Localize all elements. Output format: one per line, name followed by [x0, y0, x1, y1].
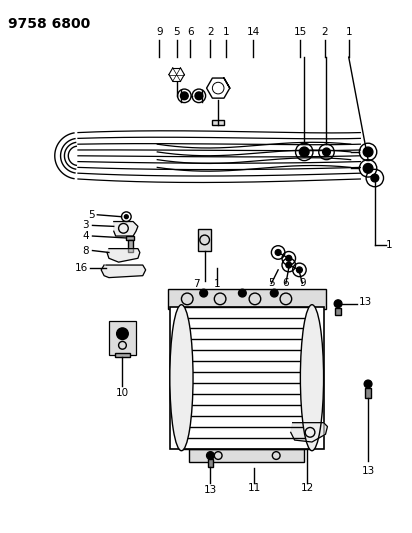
- Circle shape: [334, 300, 342, 308]
- Text: 9: 9: [156, 27, 162, 37]
- Text: 9: 9: [299, 278, 306, 288]
- Text: 10: 10: [116, 387, 129, 398]
- Text: 1: 1: [222, 27, 229, 37]
- Circle shape: [371, 174, 379, 182]
- Bar: [168, 289, 325, 309]
- Bar: [109, 321, 136, 355]
- Circle shape: [297, 267, 302, 273]
- Circle shape: [200, 289, 208, 297]
- Text: 16: 16: [75, 263, 89, 273]
- Circle shape: [363, 147, 373, 157]
- Ellipse shape: [300, 305, 323, 451]
- Text: 15: 15: [294, 27, 307, 37]
- Text: 13: 13: [358, 297, 372, 307]
- Text: 8: 8: [82, 246, 89, 255]
- Text: 5: 5: [173, 27, 180, 37]
- Bar: [198, 229, 211, 251]
- Text: 9758 6800: 9758 6800: [8, 17, 90, 31]
- Polygon shape: [101, 265, 146, 278]
- Bar: [189, 449, 304, 462]
- Text: 2: 2: [207, 27, 214, 37]
- Text: 1: 1: [345, 27, 352, 37]
- Circle shape: [275, 249, 281, 255]
- Bar: [128, 240, 133, 252]
- Bar: [115, 353, 130, 357]
- Circle shape: [363, 164, 373, 173]
- Text: 2: 2: [321, 27, 328, 37]
- Circle shape: [323, 148, 330, 156]
- Bar: [365, 388, 371, 398]
- Circle shape: [286, 255, 292, 261]
- Ellipse shape: [170, 305, 193, 451]
- Text: 14: 14: [246, 27, 260, 37]
- Text: 3: 3: [82, 221, 89, 230]
- Circle shape: [117, 328, 128, 340]
- Bar: [335, 308, 341, 316]
- Circle shape: [270, 289, 278, 297]
- Circle shape: [364, 380, 372, 388]
- Text: 5: 5: [268, 278, 275, 288]
- Text: 1: 1: [386, 240, 393, 250]
- Circle shape: [124, 215, 128, 219]
- Text: 6: 6: [187, 27, 194, 37]
- Bar: [208, 459, 213, 467]
- Circle shape: [300, 147, 309, 157]
- Polygon shape: [291, 423, 328, 442]
- Circle shape: [239, 289, 246, 297]
- Circle shape: [206, 451, 214, 459]
- Circle shape: [180, 92, 188, 100]
- Text: 1: 1: [214, 279, 220, 289]
- Bar: [212, 120, 224, 125]
- Text: 13: 13: [361, 466, 375, 476]
- Circle shape: [286, 262, 292, 268]
- Text: 6: 6: [283, 278, 289, 288]
- Polygon shape: [107, 248, 140, 262]
- Text: 13: 13: [204, 486, 217, 495]
- Bar: [126, 236, 134, 240]
- Polygon shape: [114, 222, 138, 236]
- Text: 12: 12: [300, 483, 314, 494]
- Text: 5: 5: [88, 210, 95, 220]
- Text: 7: 7: [193, 279, 199, 289]
- Bar: [170, 306, 323, 449]
- Text: 4: 4: [82, 231, 89, 241]
- Text: 11: 11: [247, 483, 260, 494]
- Circle shape: [195, 92, 203, 100]
